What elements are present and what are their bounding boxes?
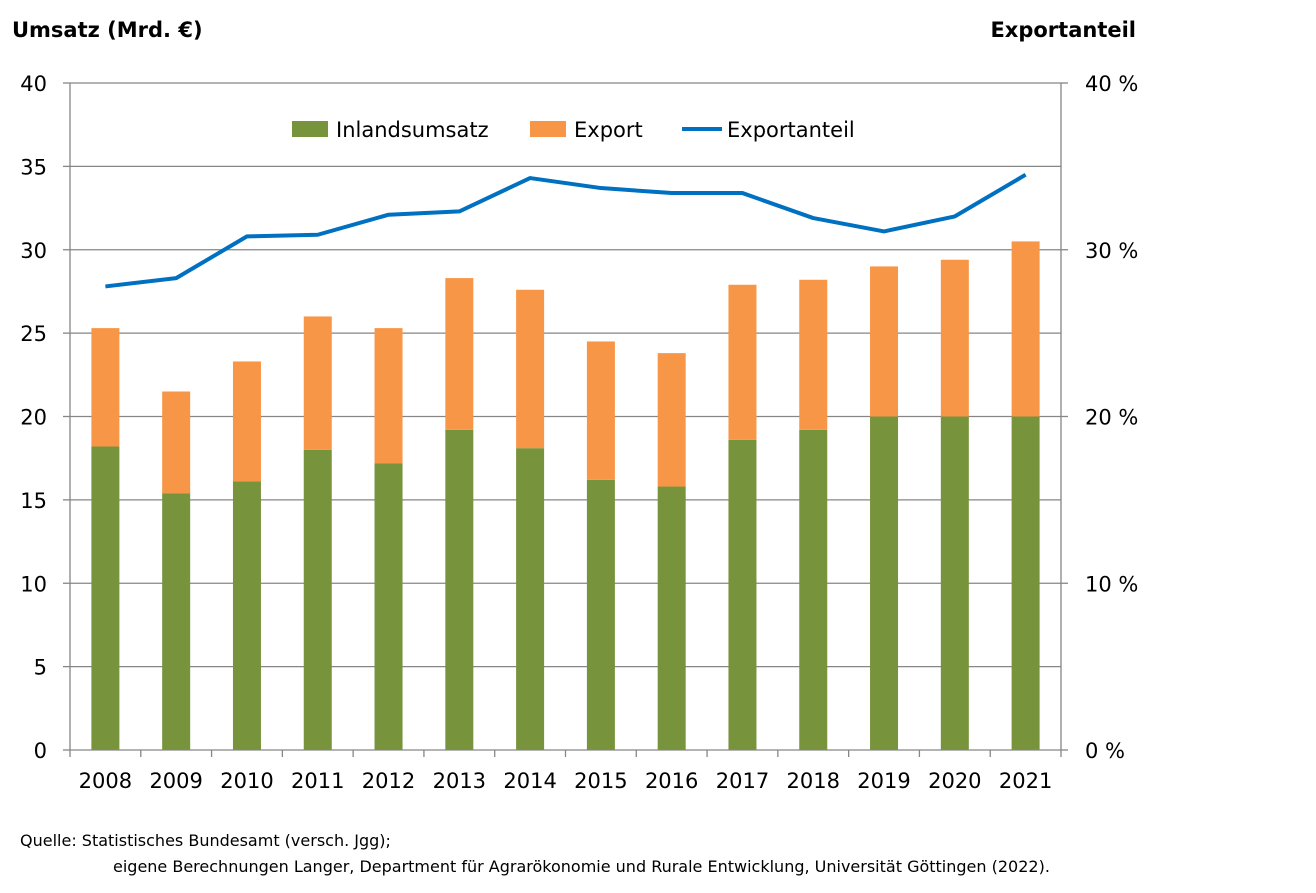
bar-inlandsumsatz (728, 439, 757, 750)
bar-inlandsumsatz (303, 449, 332, 750)
x-tick-label: 2013 (433, 769, 486, 793)
bar-export (232, 361, 261, 482)
bar-export (799, 279, 828, 430)
source-line-1: Quelle: Statistisches Bundesamt (versch.… (20, 831, 391, 850)
bar-inlandsumsatz (516, 448, 545, 750)
bar-inlandsumsatz (91, 446, 120, 750)
left-tick-label: 15 (20, 489, 47, 513)
x-tick-label: 2020 (928, 769, 981, 793)
bar-export (870, 266, 899, 417)
x-tick-label: 2015 (574, 769, 627, 793)
right-axis-title: Exportanteil (990, 18, 1136, 42)
bar-export (516, 289, 545, 449)
line-exportanteil (105, 172, 1027, 289)
bar-inlandsumsatz (586, 479, 615, 750)
x-tick-label: 2017 (716, 769, 769, 793)
x-tick-label: 2019 (857, 769, 910, 793)
legend-swatch-inlandsumsatz (292, 121, 328, 137)
right-tick-label: 20 % (1085, 406, 1138, 430)
bar-inlandsumsatz (1011, 416, 1040, 750)
bar-export (586, 341, 615, 480)
bar-export (162, 391, 191, 494)
bar-inlandsumsatz (374, 463, 403, 750)
x-tick-label: 2009 (149, 769, 202, 793)
right-tick-label: 10 % (1085, 572, 1138, 596)
bar-inlandsumsatz (940, 416, 969, 750)
bar-export (1011, 241, 1040, 417)
bar-export (445, 278, 474, 430)
x-tick-label: 2011 (291, 769, 344, 793)
x-tick-label: 2021 (999, 769, 1052, 793)
legend-label-inlandsumsatz: Inlandsumsatz (336, 118, 489, 142)
legend-label-export: Export (574, 118, 643, 142)
left-tick-label: 35 (20, 155, 47, 179)
left-axis-title: Umsatz (Mrd. €) (12, 18, 203, 42)
bar-inlandsumsatz (232, 481, 261, 750)
right-tick-label: 30 % (1085, 239, 1138, 263)
left-tick-label: 30 (20, 239, 47, 263)
bar-export (91, 328, 120, 447)
bar-export (940, 259, 969, 417)
left-tick-label: 0 (34, 739, 47, 763)
bar-inlandsumsatz (657, 486, 686, 750)
legend-swatch-export (530, 121, 566, 137)
x-tick-label: 2018 (787, 769, 840, 793)
left-tick-label: 10 (20, 572, 47, 596)
bar-export (657, 353, 686, 487)
x-tick-label: 2016 (645, 769, 698, 793)
bar-export (374, 328, 403, 464)
bar-inlandsumsatz (870, 416, 899, 750)
left-tick-label: 25 (20, 322, 47, 346)
legend-label-exportanteil: Exportanteil (727, 118, 855, 142)
left-tick-label: 40 (20, 72, 47, 96)
source-line-2: eigene Berechnungen Langer, Department f… (113, 857, 1050, 876)
left-tick-label: 5 (34, 656, 47, 680)
right-tick-label: 40 % (1085, 72, 1138, 96)
left-tick-label: 20 (20, 406, 47, 430)
bar-inlandsumsatz (799, 429, 828, 750)
bar-inlandsumsatz (445, 429, 474, 750)
source-note: Quelle: Statistisches Bundesamt (versch.… (20, 828, 1050, 880)
x-tick-label: 2012 (362, 769, 415, 793)
right-tick-label: 0 % (1085, 739, 1125, 763)
x-tick-label: 2014 (503, 769, 556, 793)
x-tick-label: 2010 (220, 769, 273, 793)
bar-export (728, 284, 757, 440)
x-tick-label: 2008 (79, 769, 132, 793)
bar-export (303, 316, 332, 450)
bar-inlandsumsatz (162, 493, 191, 750)
